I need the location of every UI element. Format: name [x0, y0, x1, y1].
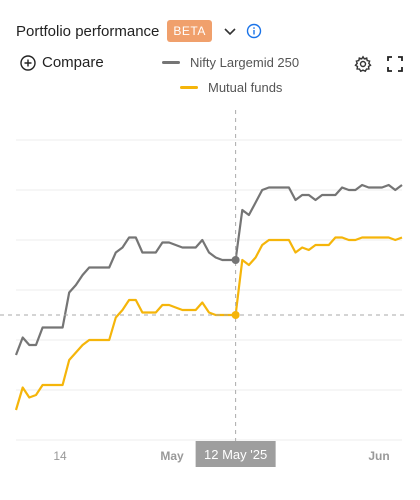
performance-chart[interactable]: 12 May '25 14 May Jun [0, 100, 420, 500]
x-tick-label: May [160, 449, 184, 463]
compare-button[interactable]: Compare [20, 54, 104, 71]
series-line-nifty [14, 183, 403, 356]
page-title: Portfolio performance [16, 22, 160, 40]
date-tooltip-label: 12 May '25 [204, 447, 267, 462]
legend-swatch-mutual-funds [180, 86, 198, 89]
chart-series [14, 183, 403, 411]
compare-label: Compare [42, 54, 104, 71]
chart-grid [16, 139, 402, 441]
add-circle-icon [20, 54, 36, 71]
settings-gear-icon[interactable] [354, 55, 372, 73]
fullscreen-icon[interactable] [386, 55, 404, 73]
legend-swatch-nifty [162, 61, 180, 64]
crosshair-point-mutual-funds [231, 311, 240, 319]
x-axis-ticks: 14 May Jun [53, 449, 389, 463]
legend-label-mutual-funds: Mutual funds [208, 80, 283, 95]
crosshair-point-nifty [231, 256, 240, 264]
crosshair: 12 May '25 [0, 110, 405, 467]
legend-label-nifty: Nifty Largemid 250 [190, 55, 300, 70]
series-line-mutual-funds [14, 236, 403, 411]
header: Portfolio performance BETA [16, 18, 262, 44]
beta-badge: BETA [167, 20, 212, 42]
legend-item-mutual-funds: Mutual funds [180, 80, 282, 95]
x-tick-label: Jun [368, 449, 389, 463]
x-tick-label: 14 [53, 449, 67, 463]
chevron-down-icon[interactable] [222, 23, 238, 39]
date-tooltip-box [195, 441, 276, 467]
info-icon[interactable] [246, 23, 262, 39]
legend-item-nifty: Nifty Largemid 250 [162, 55, 299, 70]
